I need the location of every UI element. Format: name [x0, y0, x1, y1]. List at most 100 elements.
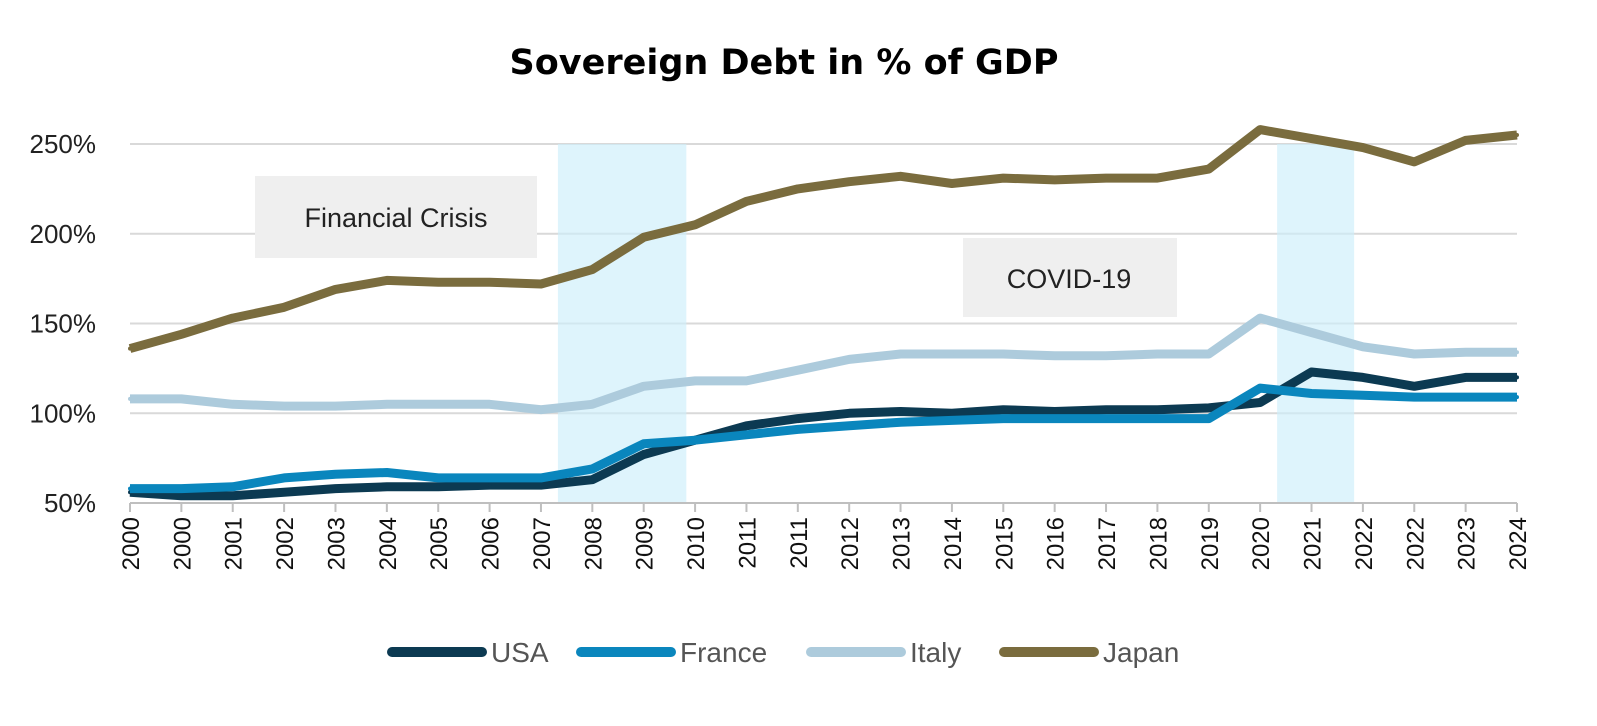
data-point-usa — [282, 490, 287, 495]
data-point-japan — [333, 287, 338, 292]
x-tick-label: 2003 — [323, 517, 350, 570]
data-point-france — [282, 475, 287, 480]
legend-label-japan: Japan — [1103, 637, 1179, 668]
data-point-italy — [436, 402, 441, 407]
data-point-usa — [230, 493, 235, 498]
x-tick-label: 2021 — [1300, 517, 1327, 570]
data-point-italy — [1104, 353, 1109, 358]
data-point-italy — [1206, 352, 1211, 357]
x-tick-label: 2008 — [580, 517, 607, 570]
annotations: Financial Crisis COVID-19 — [255, 176, 1177, 317]
data-point-italy — [1155, 352, 1160, 357]
annotation-box — [963, 238, 1177, 317]
data-point-japan — [1104, 176, 1109, 181]
annotation-label: COVID-19 — [1007, 264, 1132, 294]
y-tick-label: 250% — [30, 129, 97, 159]
annotation-label: Financial Crisis — [304, 203, 487, 233]
data-point-usa — [1206, 405, 1211, 410]
data-point-france — [487, 475, 492, 480]
data-point-japan — [1412, 159, 1417, 164]
x-tick-label: 2014 — [940, 517, 967, 570]
data-point-france — [384, 470, 389, 475]
data-point-japan — [384, 278, 389, 283]
x-tick-label: 2017 — [1094, 517, 1121, 570]
data-point-france — [436, 475, 441, 480]
data-point-france — [1104, 416, 1109, 421]
data-point-japan — [1001, 176, 1006, 181]
data-point-france — [1052, 416, 1057, 421]
data-point-usa — [487, 483, 492, 488]
data-point-france — [693, 438, 698, 443]
data-point-japan — [949, 181, 954, 186]
x-tick-label: 2013 — [889, 517, 916, 570]
x-tick-label: 2009 — [632, 517, 659, 570]
data-point-usa — [179, 493, 184, 498]
data-point-france — [1258, 386, 1263, 391]
data-point-france — [949, 418, 954, 423]
x-tick-label: 2004 — [375, 517, 402, 570]
data-point-italy — [847, 357, 852, 362]
x-tick-label: 2001 — [221, 517, 248, 570]
data-point-usa — [538, 483, 543, 488]
data-point-france — [538, 475, 543, 480]
data-point-japan — [1515, 133, 1519, 138]
x-tick-label: 2011 — [734, 517, 761, 569]
data-point-japan — [538, 282, 543, 287]
data-point-usa — [1309, 369, 1314, 374]
data-point-france — [590, 466, 595, 471]
data-point-japan — [744, 199, 749, 204]
legend-label-usa: USA — [491, 637, 549, 668]
data-point-usa — [1360, 375, 1365, 380]
data-point-france — [744, 432, 749, 437]
series-line-italy — [130, 313, 1517, 415]
series-line-france — [130, 383, 1517, 494]
data-point-italy — [538, 407, 543, 412]
data-point-france — [1206, 416, 1211, 421]
data-point-japan — [282, 305, 287, 310]
data-point-france — [795, 427, 800, 432]
data-point-france — [1309, 391, 1314, 396]
data-point-usa — [1104, 407, 1109, 412]
data-point-france — [179, 486, 184, 491]
data-point-italy — [1360, 344, 1365, 349]
data-point-usa — [1463, 375, 1468, 380]
data-point-japan — [1206, 167, 1211, 172]
data-point-france — [1515, 395, 1519, 400]
data-point-italy — [487, 402, 492, 407]
data-point-japan — [487, 280, 492, 285]
x-tick-label: 2010 — [683, 517, 710, 570]
data-point-usa — [1052, 409, 1057, 414]
data-point-italy — [282, 404, 287, 409]
legend: USA France Italy Japan — [387, 637, 1179, 668]
data-point-france — [898, 420, 903, 425]
data-point-japan — [1258, 127, 1263, 132]
data-point-usa — [1258, 400, 1263, 405]
legend-label-france: France — [680, 637, 767, 668]
data-point-japan — [898, 174, 903, 179]
data-point-japan — [1463, 138, 1468, 143]
data-point-japan — [128, 346, 132, 351]
y-tick-label: 200% — [30, 219, 97, 249]
data-point-usa — [1001, 407, 1006, 412]
data-point-france — [1412, 395, 1417, 400]
data-point-japan — [179, 332, 184, 337]
x-tick-label: 2023 — [1454, 517, 1481, 570]
x-tick-label: 2012 — [837, 517, 864, 570]
data-point-italy — [1258, 316, 1263, 321]
data-point-france — [847, 423, 852, 428]
x-tick-label: 2006 — [478, 517, 505, 570]
x-tick-label: 2007 — [529, 517, 556, 570]
data-point-italy — [179, 396, 184, 401]
x-tick-label: 2005 — [426, 517, 453, 570]
x-tick-label: 2015 — [991, 517, 1018, 570]
data-point-japan — [1309, 136, 1314, 141]
data-point-italy — [693, 378, 698, 383]
data-point-japan — [847, 179, 852, 184]
data-point-italy — [1309, 330, 1314, 335]
annotation-box — [255, 176, 537, 258]
data-point-italy — [1001, 352, 1006, 357]
data-point-usa — [1412, 384, 1417, 389]
data-point-italy — [384, 402, 389, 407]
data-point-italy — [1052, 353, 1057, 358]
